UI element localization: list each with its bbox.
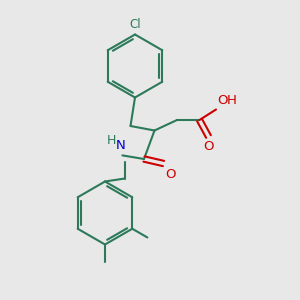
Text: O: O bbox=[217, 94, 227, 106]
Text: H: H bbox=[106, 134, 116, 147]
Text: H: H bbox=[226, 94, 236, 107]
Text: N: N bbox=[116, 139, 126, 152]
Text: Cl: Cl bbox=[129, 18, 141, 31]
Text: O: O bbox=[203, 140, 214, 153]
Text: O: O bbox=[165, 168, 175, 181]
